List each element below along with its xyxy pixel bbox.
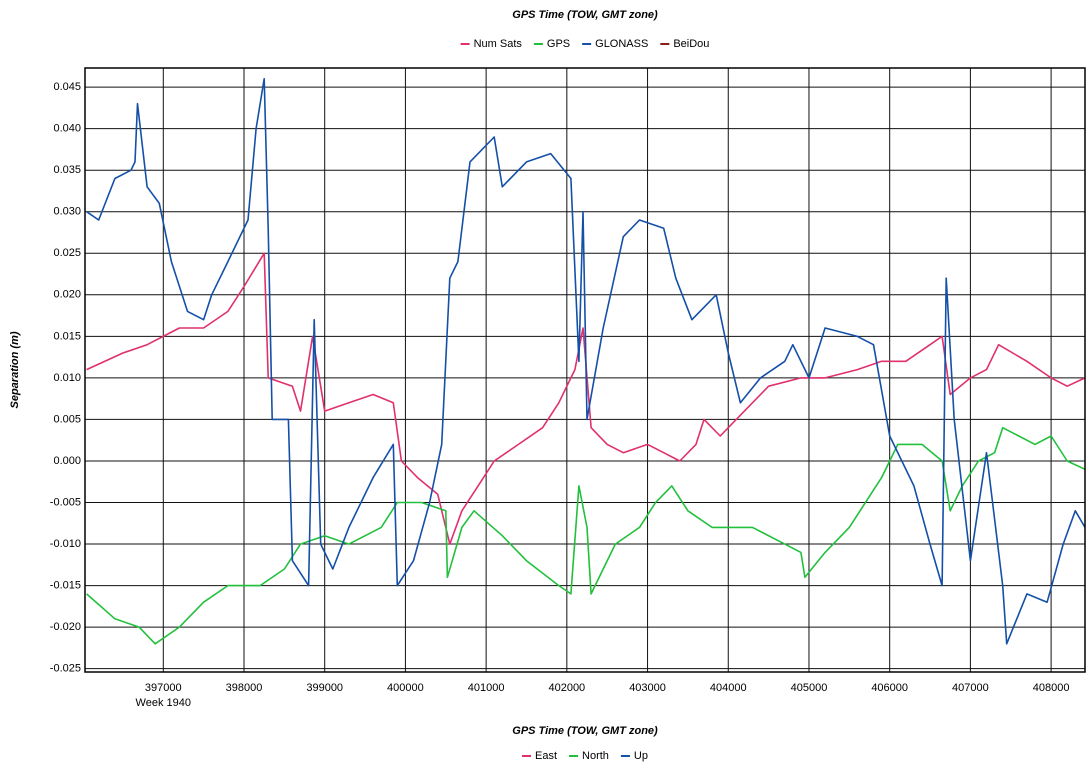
y-tick-label: -0.020 (50, 621, 81, 633)
legend-label: BeiDou (673, 38, 709, 50)
y-tick-label: 0.030 (53, 206, 81, 218)
series-line (86, 252, 1086, 545)
chart-title: GPS Time (TOW, GMT zone) (512, 9, 658, 21)
x-tick-label: 397000 (145, 682, 182, 694)
legend-label: Num Sats (474, 38, 523, 50)
y-tick-label: 0.040 (53, 123, 81, 135)
series-line (86, 426, 1086, 645)
y-tick-label: 0.000 (53, 455, 81, 467)
x-tick-label: 405000 (791, 682, 828, 694)
y-tick-label: 0.035 (53, 164, 81, 176)
y-tick-label: 0.015 (53, 330, 81, 342)
x-tick-label: 403000 (629, 682, 666, 694)
top-legend: Num Sats GPS GLONASS BeiDou (460, 38, 709, 50)
x-tick-label: 402000 (548, 682, 585, 694)
legend-label: North (582, 750, 609, 762)
y-tick-label: 0.005 (53, 413, 81, 425)
y-tick-label: -0.025 (50, 663, 81, 675)
x-tick-label: 401000 (468, 682, 505, 694)
legend-label: Up (634, 750, 648, 762)
y-axis-title: Separation (m) (9, 331, 21, 408)
y-tick-label: 0.010 (53, 372, 81, 384)
plot-border (84, 67, 1086, 673)
x-tick-label: 407000 (952, 682, 989, 694)
x-tick-label: 406000 (871, 682, 908, 694)
y-tick-label: -0.010 (50, 538, 81, 550)
x-tick-label: 408000 (1033, 682, 1070, 694)
x-tick-label: 400000 (387, 682, 424, 694)
y-tick-label: -0.005 (50, 496, 81, 508)
legend-label: GLONASS (595, 38, 648, 50)
y-tick-label: 0.045 (53, 81, 81, 93)
series-line (86, 78, 1086, 645)
legend: East North Up (522, 750, 648, 762)
x-tick-label: 398000 (226, 682, 263, 694)
x-tick-label: 404000 (710, 682, 747, 694)
y-tick-label: -0.015 (50, 580, 81, 592)
legend-label: East (535, 750, 557, 762)
legend-label: GPS (547, 38, 570, 50)
x-annotation: Week 1940 (136, 697, 191, 709)
y-tick-label: 0.020 (53, 289, 81, 301)
x-axis-title: GPS Time (TOW, GMT zone) (512, 725, 658, 737)
y-tick-label: 0.025 (53, 247, 81, 259)
x-tick-label: 399000 (306, 682, 343, 694)
